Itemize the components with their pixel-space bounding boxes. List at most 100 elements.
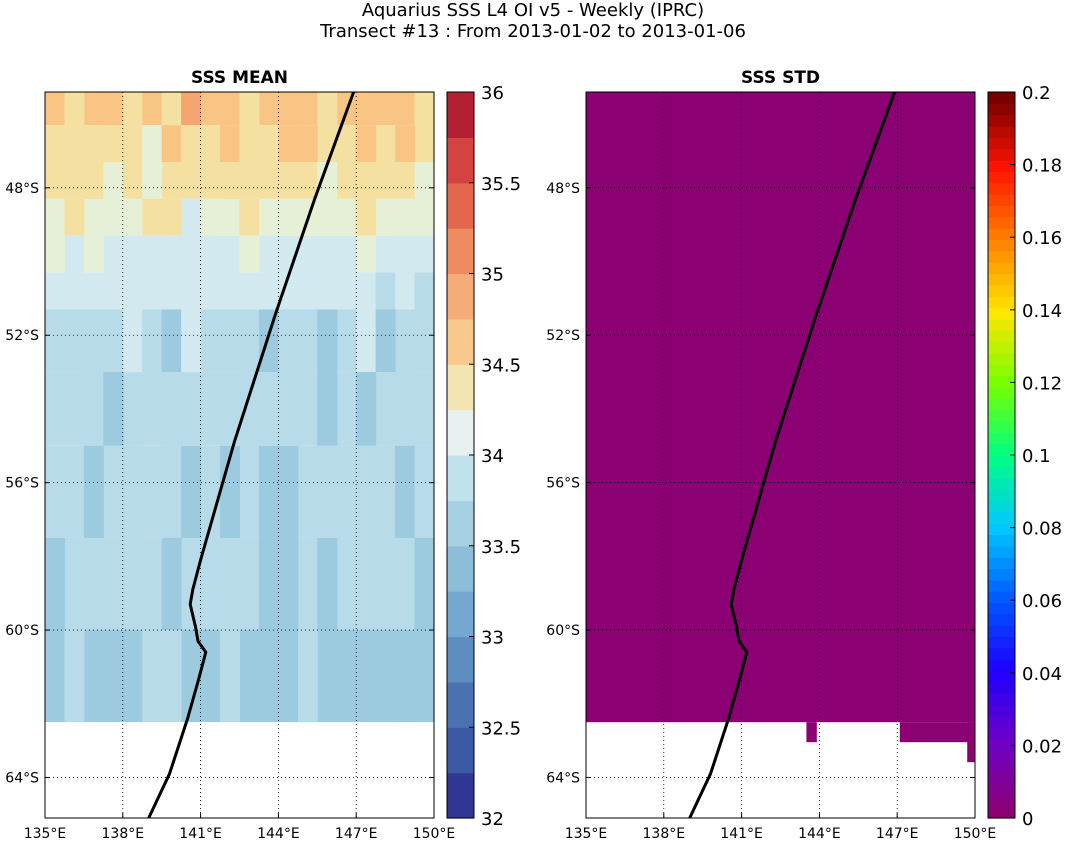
colorbar-bin <box>447 636 474 683</box>
colorbar-tick-label: 34.5 <box>481 355 521 376</box>
heatmap-cell <box>239 372 260 446</box>
heatmap-cell <box>83 309 104 373</box>
colorbar-bin <box>988 647 1015 660</box>
colorbar-bin <box>988 194 1015 207</box>
colorbar-bin <box>447 500 474 547</box>
heatmap-cell <box>45 537 65 631</box>
colorbar-tick-label: 0.06 <box>1022 591 1062 612</box>
colorbar-bin <box>988 182 1015 195</box>
heatmap-cell <box>317 162 338 199</box>
colorbar-tick-label: 0.04 <box>1022 664 1062 685</box>
colorbar-bin <box>988 364 1015 377</box>
colorbar-tick-label: 34 <box>481 446 504 467</box>
figure-title: Aquarius SSS L4 OI v5 - Weekly (IPRC) <box>361 0 705 21</box>
colorbar-bin <box>447 727 474 774</box>
y-tick-label: 64°S <box>5 770 39 786</box>
heatmap-cell <box>181 92 202 126</box>
colorbar-tick-label: 32 <box>481 809 504 830</box>
heatmap-cell <box>220 125 240 163</box>
heatmap-cell <box>142 125 163 163</box>
x-tick-label: 150°E <box>413 826 456 842</box>
colorbar-bin <box>988 670 1015 683</box>
heatmap-cell <box>356 272 377 310</box>
colorbar-bin <box>988 398 1015 411</box>
colorbar-bin <box>447 681 474 728</box>
heatmap-cell <box>395 372 416 446</box>
heatmap-cell <box>142 198 163 236</box>
x-tick-label: 138°E <box>102 826 145 842</box>
heatmap-cell <box>83 162 104 199</box>
heatmap-cell <box>414 235 435 273</box>
colorbar-tick-label: 0.18 <box>1022 156 1062 177</box>
panel-title: SSS STD <box>741 68 820 88</box>
heatmap-cell <box>239 125 260 163</box>
plot-frame <box>44 91 435 819</box>
colorbar-bin <box>988 727 1015 740</box>
colorbar-bin <box>988 239 1015 252</box>
heatmap-cell <box>395 272 416 310</box>
colorbar-bin <box>988 228 1015 241</box>
y-tick-label: 60°S <box>5 623 39 639</box>
panel-title: SSS MEAN <box>191 68 288 88</box>
heatmap-cell <box>220 162 240 199</box>
colorbar-bin <box>988 795 1015 808</box>
heatmap-cell <box>181 125 202 163</box>
colorbar-bin <box>988 500 1015 513</box>
heatmap-cell <box>395 198 416 236</box>
heatmap-cell <box>239 92 260 126</box>
colorbar-bin <box>988 557 1015 570</box>
colorbar-bin <box>988 715 1015 728</box>
colorbar-bin <box>988 466 1015 479</box>
heatmap-cell <box>122 537 143 631</box>
heatmap-cell <box>395 445 416 538</box>
heatmap-cell <box>278 537 299 631</box>
heatmap-cell <box>258 309 279 373</box>
colorbar-bin <box>988 250 1015 263</box>
colorbar-bin <box>988 352 1015 365</box>
heatmap-cell <box>414 445 435 538</box>
heatmap-cell <box>414 92 435 126</box>
heatmap-cell <box>181 445 202 538</box>
colorbar-bin <box>988 318 1015 331</box>
y-tick-label: 52°S <box>546 328 580 344</box>
heatmap-cell <box>356 125 377 163</box>
heatmap-cell <box>239 198 260 236</box>
colorbar-bin <box>988 160 1015 173</box>
no-data-area <box>45 722 434 818</box>
heatmap-cell <box>122 125 143 163</box>
y-tick-label: 56°S <box>546 476 580 492</box>
colorbar-bin <box>988 455 1015 467</box>
heatmap-cell <box>142 92 163 126</box>
colorbar-bin <box>988 489 1015 501</box>
colorbar-bin <box>988 296 1015 309</box>
colorbar-bin <box>988 738 1015 751</box>
heatmap-cell <box>395 125 416 163</box>
colorbar-bin <box>447 591 474 638</box>
heatmap-cell <box>64 198 85 236</box>
heatmap-cell <box>220 630 240 723</box>
colorbar-bin <box>988 523 1015 536</box>
colorbar-tick-label: 0.08 <box>1022 519 1062 540</box>
heatmap-cell <box>161 309 182 373</box>
colorbar-bin <box>447 92 474 138</box>
heatmap-cell <box>161 372 182 446</box>
heatmap-cell <box>414 162 435 199</box>
heatmap-cell <box>103 198 124 236</box>
colorbar-bin <box>988 591 1015 604</box>
colorbar-bin <box>988 783 1015 796</box>
colorbar-tick-label: 35 <box>481 265 504 286</box>
colorbar-tick-label: 0.02 <box>1022 736 1062 757</box>
x-tick-label: 141°E <box>179 826 222 842</box>
x-tick-label: 144°E <box>798 826 841 842</box>
colorbar-bin <box>988 602 1015 615</box>
colorbar-bin <box>447 137 474 184</box>
heatmap-cell <box>278 630 299 723</box>
heatmap-cell <box>375 309 396 373</box>
colorbar-bin <box>988 273 1015 286</box>
x-tick-label: 147°E <box>876 826 919 842</box>
heatmap-cell <box>161 537 182 631</box>
heatmap-cell <box>317 537 338 631</box>
heatmap-cell <box>103 372 124 446</box>
colorbar-bin <box>988 443 1015 456</box>
